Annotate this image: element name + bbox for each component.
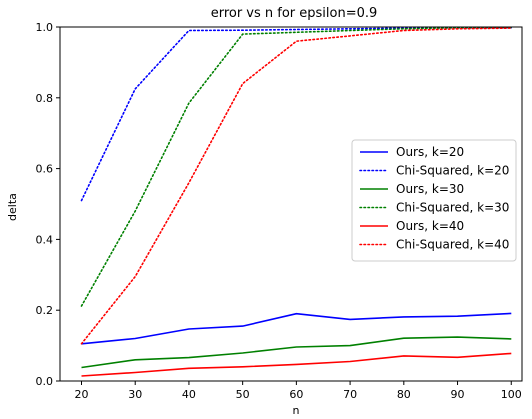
x-tick-label: 90 [451, 388, 465, 401]
legend-label: Chi-Squared, k=20 [396, 164, 509, 178]
legend: Ours, k=20 Chi-Squared, k=20 Ours, k=30 Chi… [351, 139, 517, 262]
y-tick-label: 0.4 [36, 233, 54, 246]
legend-label: Ours, k=30 [396, 182, 464, 196]
x-tick-label: 40 [182, 388, 196, 401]
legend-box [351, 139, 517, 262]
series-line-2 [81, 336, 512, 369]
legend-label: Ours, k=20 [396, 145, 464, 159]
legend-label: Chi-Squared, k=30 [396, 201, 509, 215]
x-tick-label: 60 [289, 388, 303, 401]
legend-label: Ours, k=40 [396, 219, 464, 233]
y-axis: 0.0 0.2 0.4 0.6 0.8 1.0 [36, 21, 60, 388]
plot-area [80, 27, 513, 377]
series-line-0 [81, 312, 512, 345]
chart-title: error vs n for epsilon=0.9 [211, 6, 378, 21]
x-tick-label: 20 [74, 388, 88, 401]
y-tick-label: 0.6 [36, 163, 54, 176]
plot-frame [59, 26, 523, 382]
x-tick-label: 50 [236, 388, 250, 401]
y-tick-label: 0.2 [36, 304, 54, 317]
x-axis: 20 30 40 50 60 70 80 90 100 [74, 381, 522, 401]
x-tick-label: 80 [397, 388, 411, 401]
x-tick-label: 70 [343, 388, 357, 401]
y-tick-label: 0.0 [36, 375, 54, 388]
legend-label: Chi-Squared, k=40 [396, 238, 509, 252]
series-line-3 [80, 27, 513, 307]
x-tick-label: 100 [501, 388, 522, 401]
series-line-4 [81, 352, 512, 377]
y-tick-label: 0.8 [36, 92, 54, 105]
y-tick-label: 1.0 [36, 21, 54, 34]
x-tick-label: 30 [128, 388, 142, 401]
series-line-5 [80, 27, 513, 345]
x-axis-label: n [293, 404, 300, 417]
y-axis-label: delta [6, 193, 19, 221]
